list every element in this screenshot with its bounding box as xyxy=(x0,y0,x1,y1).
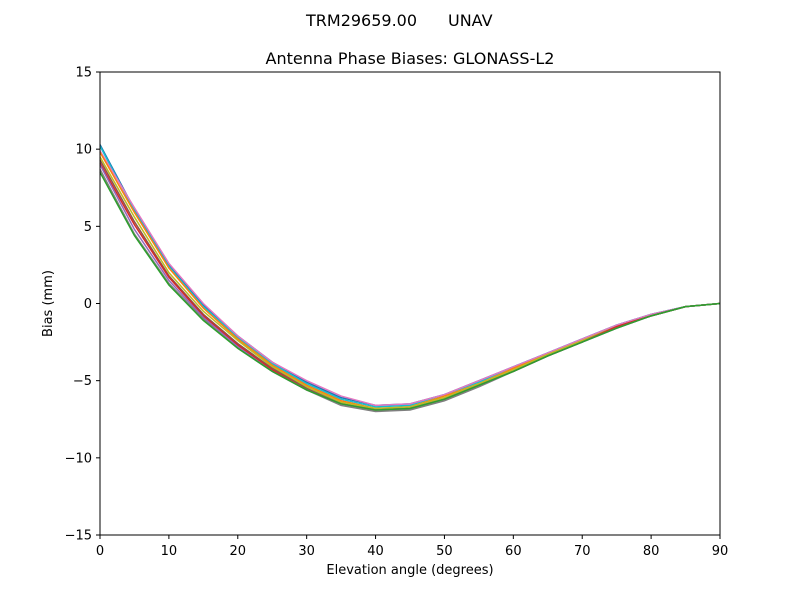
x-axis-ticks: 0 10 20 30 40 50 60 70 80 90 xyxy=(96,535,728,559)
suptitle-left: TRM29659.00 xyxy=(305,11,417,30)
x-tick-label: 20 xyxy=(230,544,247,559)
y-axis-label: Bias (mm) xyxy=(41,270,56,337)
y-tick-label: 15 xyxy=(75,66,92,81)
y-tick-label: −5 xyxy=(73,374,92,389)
x-tick-label: 30 xyxy=(298,544,315,559)
y-tick-label: 10 xyxy=(75,143,92,158)
series-line-1 xyxy=(99,144,721,407)
series-line-10 xyxy=(99,171,721,411)
y-axis-ticks: −15 −10 −5 0 5 10 15 xyxy=(65,66,100,544)
series-line-6 xyxy=(99,159,721,411)
x-tick-label: 70 xyxy=(574,544,591,559)
x-tick-label: 10 xyxy=(161,544,178,559)
series-line-4 xyxy=(99,151,721,410)
suptitle-right: UNAV xyxy=(448,11,493,30)
x-tick-label: 60 xyxy=(505,544,522,559)
x-tick-label: 40 xyxy=(367,544,384,559)
x-axis-label: Elevation angle (degrees) xyxy=(326,563,493,578)
x-tick-label: 90 xyxy=(712,544,729,559)
y-tick-label: 5 xyxy=(84,220,92,235)
series-line-7 xyxy=(99,162,721,411)
series-line-8 xyxy=(99,164,721,411)
x-tick-label: 80 xyxy=(643,544,660,559)
y-tick-label: −15 xyxy=(65,529,92,544)
x-tick-label: 50 xyxy=(436,544,453,559)
x-tick-label: 0 xyxy=(96,544,104,559)
y-tick-label: 0 xyxy=(84,297,92,312)
series-lines xyxy=(99,144,721,413)
series-line-2 xyxy=(99,145,721,408)
chart-title: Antenna Phase Biases: GLONASS-L2 xyxy=(266,49,555,68)
y-tick-label: −10 xyxy=(65,451,92,466)
series-line-3 xyxy=(99,150,721,407)
series-line-5 xyxy=(99,156,721,410)
